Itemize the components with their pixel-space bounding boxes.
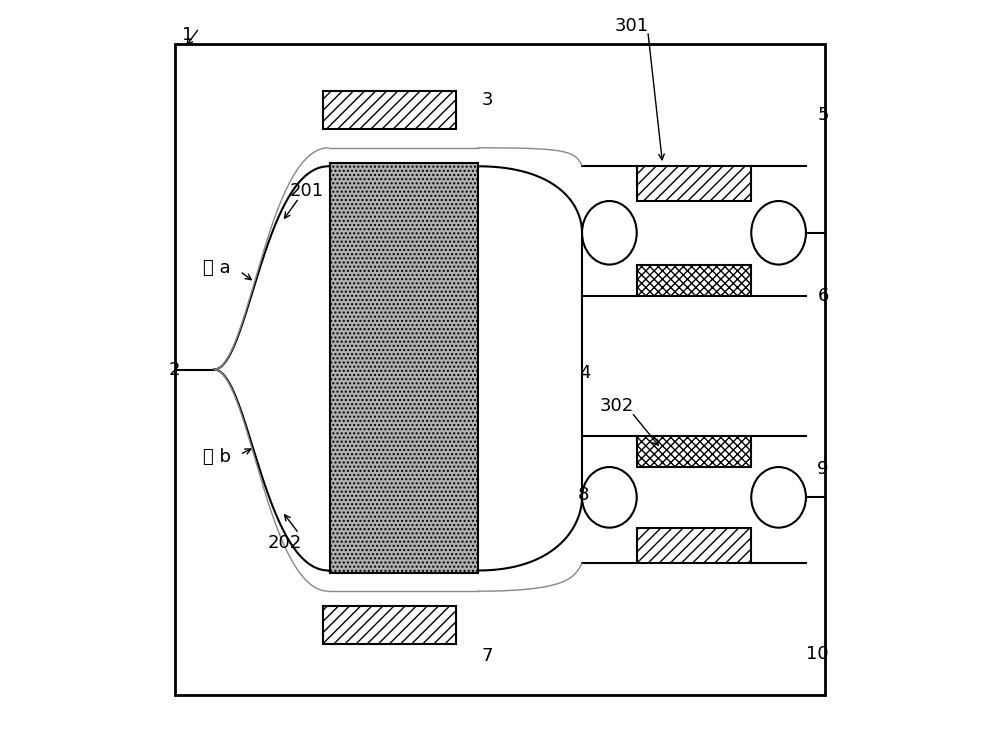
Text: 9: 9: [817, 460, 829, 478]
Text: 8: 8: [578, 486, 589, 504]
Text: 5: 5: [817, 106, 829, 123]
Text: 1: 1: [182, 26, 194, 44]
Bar: [175, 44, 825, 695]
Text: 301: 301: [615, 17, 649, 35]
Bar: [637, 528, 751, 563]
Text: 3: 3: [482, 91, 493, 109]
Text: 光 b: 光 b: [203, 448, 231, 466]
Ellipse shape: [582, 467, 637, 528]
Bar: [637, 265, 751, 296]
Ellipse shape: [582, 201, 637, 265]
Text: 6: 6: [817, 287, 829, 304]
Text: 7: 7: [482, 647, 493, 665]
Text: 202: 202: [267, 534, 301, 552]
Bar: [637, 436, 751, 467]
Text: 4: 4: [579, 364, 591, 382]
Text: 302: 302: [600, 398, 634, 415]
Text: 2: 2: [169, 361, 180, 378]
Text: 10: 10: [806, 645, 829, 663]
Text: 光 a: 光 a: [203, 259, 231, 276]
Ellipse shape: [751, 201, 806, 265]
Bar: [323, 606, 456, 644]
Bar: [637, 166, 751, 201]
Text: 201: 201: [289, 182, 324, 200]
Ellipse shape: [751, 467, 806, 528]
Bar: [330, 163, 478, 573]
Bar: [323, 91, 456, 129]
